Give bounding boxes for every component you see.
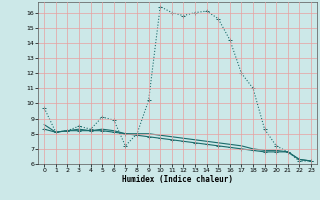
X-axis label: Humidex (Indice chaleur): Humidex (Indice chaleur) <box>122 175 233 184</box>
